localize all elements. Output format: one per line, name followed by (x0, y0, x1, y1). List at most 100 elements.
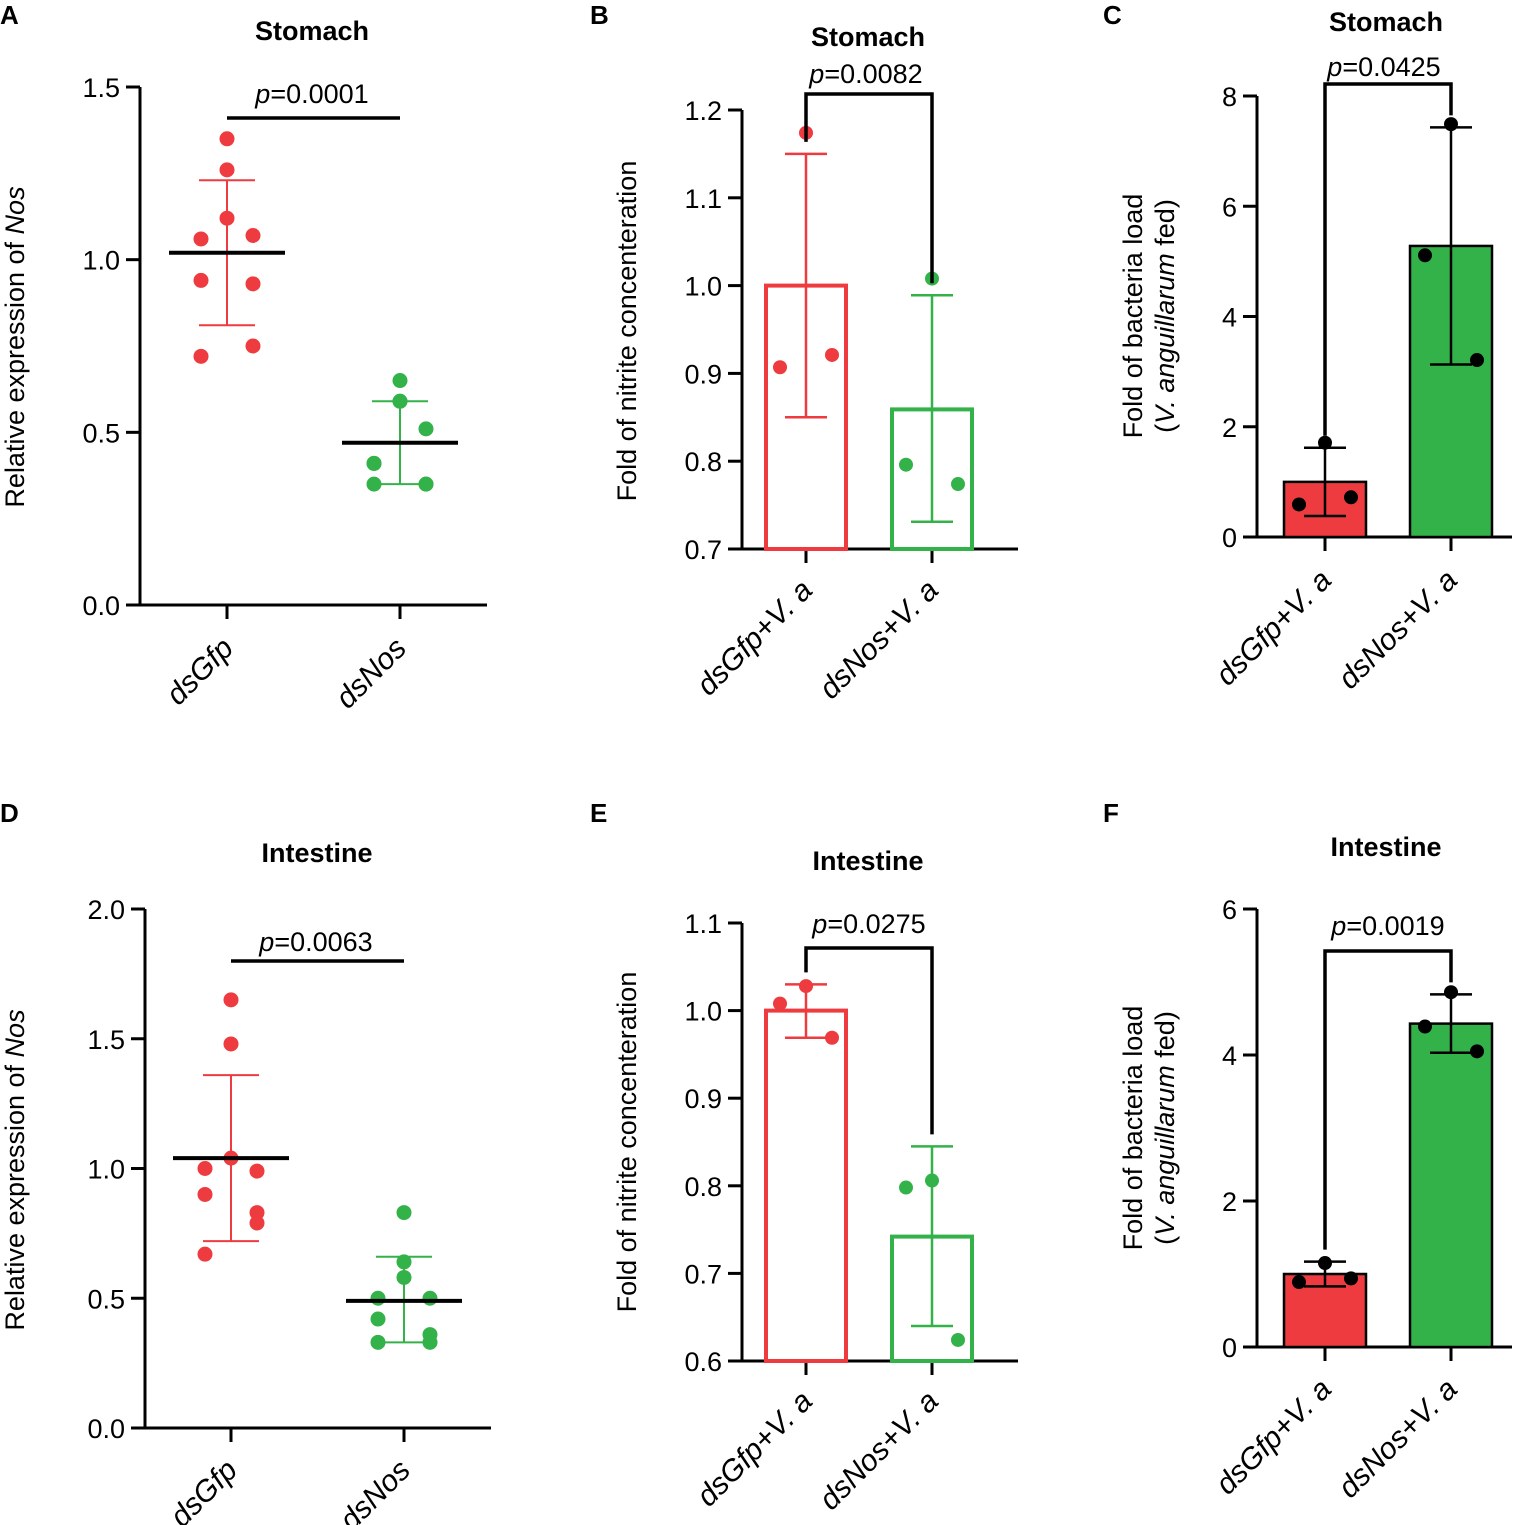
chart-title: Intestine (1330, 832, 1441, 862)
significance-bracket (804, 946, 934, 1135)
data-point (396, 1205, 412, 1221)
chart-title: Stomach (811, 22, 925, 52)
data-point (193, 231, 209, 247)
p-value: p=0.0019 (1330, 911, 1444, 941)
data-point (825, 347, 839, 362)
chart-title: Intestine (261, 838, 372, 868)
data-point (1318, 1256, 1332, 1271)
data-point (245, 276, 261, 292)
data-point (422, 1290, 438, 1306)
panel-letter: D (0, 798, 19, 828)
y-tick-label: 0.0 (82, 591, 120, 621)
data-point (1318, 435, 1332, 450)
data-point (1418, 248, 1432, 263)
y-tick-label: 8 (1222, 82, 1237, 112)
y-tick-label: 0.5 (87, 1284, 125, 1314)
panel-e: E Intestine Fold of nitrite concenteration… (590, 798, 1018, 1517)
chart-title: Stomach (1329, 7, 1443, 37)
data-point (193, 272, 209, 288)
y-axis-label: Fold of nitrite concenteration (612, 161, 642, 502)
data-point (193, 348, 209, 364)
panel-b: B Stomach Fold of nitrite concenteration 0.… (590, 0, 1018, 706)
bar (1408, 1022, 1494, 1349)
p-value: p=0.0425 (1326, 52, 1440, 82)
data-point (245, 227, 261, 243)
y-tick-label: 1.0 (684, 272, 722, 302)
panel-letter: A (0, 0, 19, 30)
data-point (773, 996, 787, 1011)
x-tick-label: dsNos+V. a (1332, 1373, 1464, 1505)
y-tick-label: 1.5 (87, 1025, 125, 1055)
x-tick-label: dsGfp (160, 632, 240, 712)
y-axis-label: Relative expression of Nos (0, 186, 30, 507)
x-tick-label: dsNos+V. a (1332, 564, 1464, 696)
y-tick-label: 0.6 (684, 1347, 722, 1377)
data-point (951, 477, 965, 492)
y-tick-label: 0.7 (684, 535, 722, 565)
y-axis-label-line2: (V. anguillarum fed) (1150, 199, 1180, 433)
y-tick-label: 1.1 (684, 184, 722, 214)
y-tick-label: 2 (1222, 1187, 1237, 1217)
data-point (366, 455, 382, 471)
data-point (249, 1215, 265, 1231)
y-tick-label: 0.9 (684, 359, 722, 389)
data-point (899, 457, 913, 472)
y-tick-label: 6 (1222, 192, 1237, 222)
x-tick-label: dsNos+V. a (813, 1385, 945, 1517)
data-point (370, 1311, 386, 1327)
y-tick-label: 2.0 (87, 895, 125, 925)
data-point (223, 992, 239, 1008)
data-point (223, 1036, 239, 1052)
y-tick-label: 0.7 (684, 1259, 722, 1289)
x-tick-label: dsNos+V. a (813, 574, 945, 706)
data-point (1344, 490, 1358, 505)
data-point (219, 162, 235, 178)
data-point (197, 1186, 213, 1202)
y-tick-label: 0.8 (684, 447, 722, 477)
y-tick-label: 1.0 (684, 997, 722, 1027)
significance-bracket (1323, 949, 1453, 1250)
p-value: p=0.0082 (808, 59, 922, 89)
data-point (951, 1332, 965, 1347)
panel-letter: B (590, 0, 609, 30)
p-value: p=0.0001 (254, 79, 368, 109)
y-tick-label: 1.2 (684, 96, 722, 126)
data-point (773, 360, 787, 375)
data-point (1292, 1275, 1306, 1290)
panel-a: A Stomach Relative expression of Nos 0.0 0.5… (0, 0, 487, 715)
panel-letter: F (1103, 798, 1119, 828)
x-tick-label: dsGfp+V. a (690, 574, 818, 702)
y-axis-label: Fold of bacteria load (1118, 1006, 1148, 1251)
y-axis-label: Fold of nitrite concenteration (612, 972, 642, 1313)
y-tick-label: 4 (1222, 1041, 1237, 1071)
y-tick-label: 0.9 (684, 1084, 722, 1114)
data-point (370, 1290, 386, 1306)
data-point (197, 1161, 213, 1176)
data-point (418, 421, 434, 437)
panel-letter: E (590, 798, 607, 828)
y-tick-label: 1.0 (82, 246, 120, 276)
x-tick-label: dsGfp+V. a (1209, 564, 1337, 692)
y-tick-label: 4 (1222, 303, 1237, 333)
y-axis-label: Relative expression of Nos (0, 1009, 30, 1330)
data-point (249, 1205, 265, 1221)
data-point (799, 979, 813, 994)
y-tick-label: 0.5 (82, 418, 120, 448)
y-tick-label: 0.8 (684, 1172, 722, 1202)
chart-title: Intestine (812, 846, 923, 876)
p-value: p=0.0275 (811, 909, 925, 939)
panel-c: C Stomach Fold of bacteria load (V. anguill… (1103, 0, 1512, 696)
y-tick-label: 1.0 (87, 1155, 125, 1185)
p-value: p=0.0063 (258, 927, 372, 957)
data-point (1444, 985, 1458, 1000)
y-axis-label: Fold of bacteria load (1118, 194, 1148, 439)
significance-bracket (1323, 82, 1453, 436)
y-tick-label: 1.1 (684, 909, 722, 939)
data-point (825, 1030, 839, 1045)
data-point (219, 131, 235, 147)
data-point (197, 1246, 213, 1262)
y-tick-label: 1.5 (82, 73, 120, 103)
y-tick-label: 0 (1222, 1333, 1237, 1363)
data-point (392, 373, 408, 389)
